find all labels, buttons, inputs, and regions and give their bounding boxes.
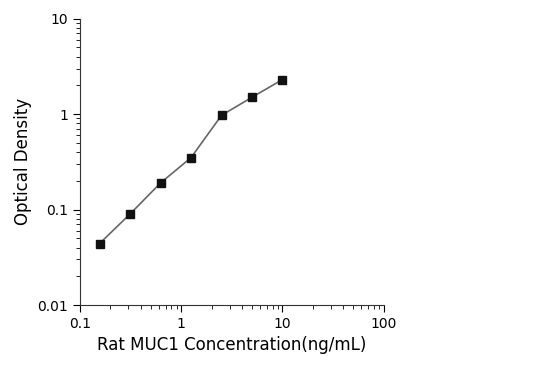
X-axis label: Rat MUC1 Concentration(ng/mL): Rat MUC1 Concentration(ng/mL) [97,336,367,355]
Y-axis label: Optical Density: Optical Density [14,98,32,225]
